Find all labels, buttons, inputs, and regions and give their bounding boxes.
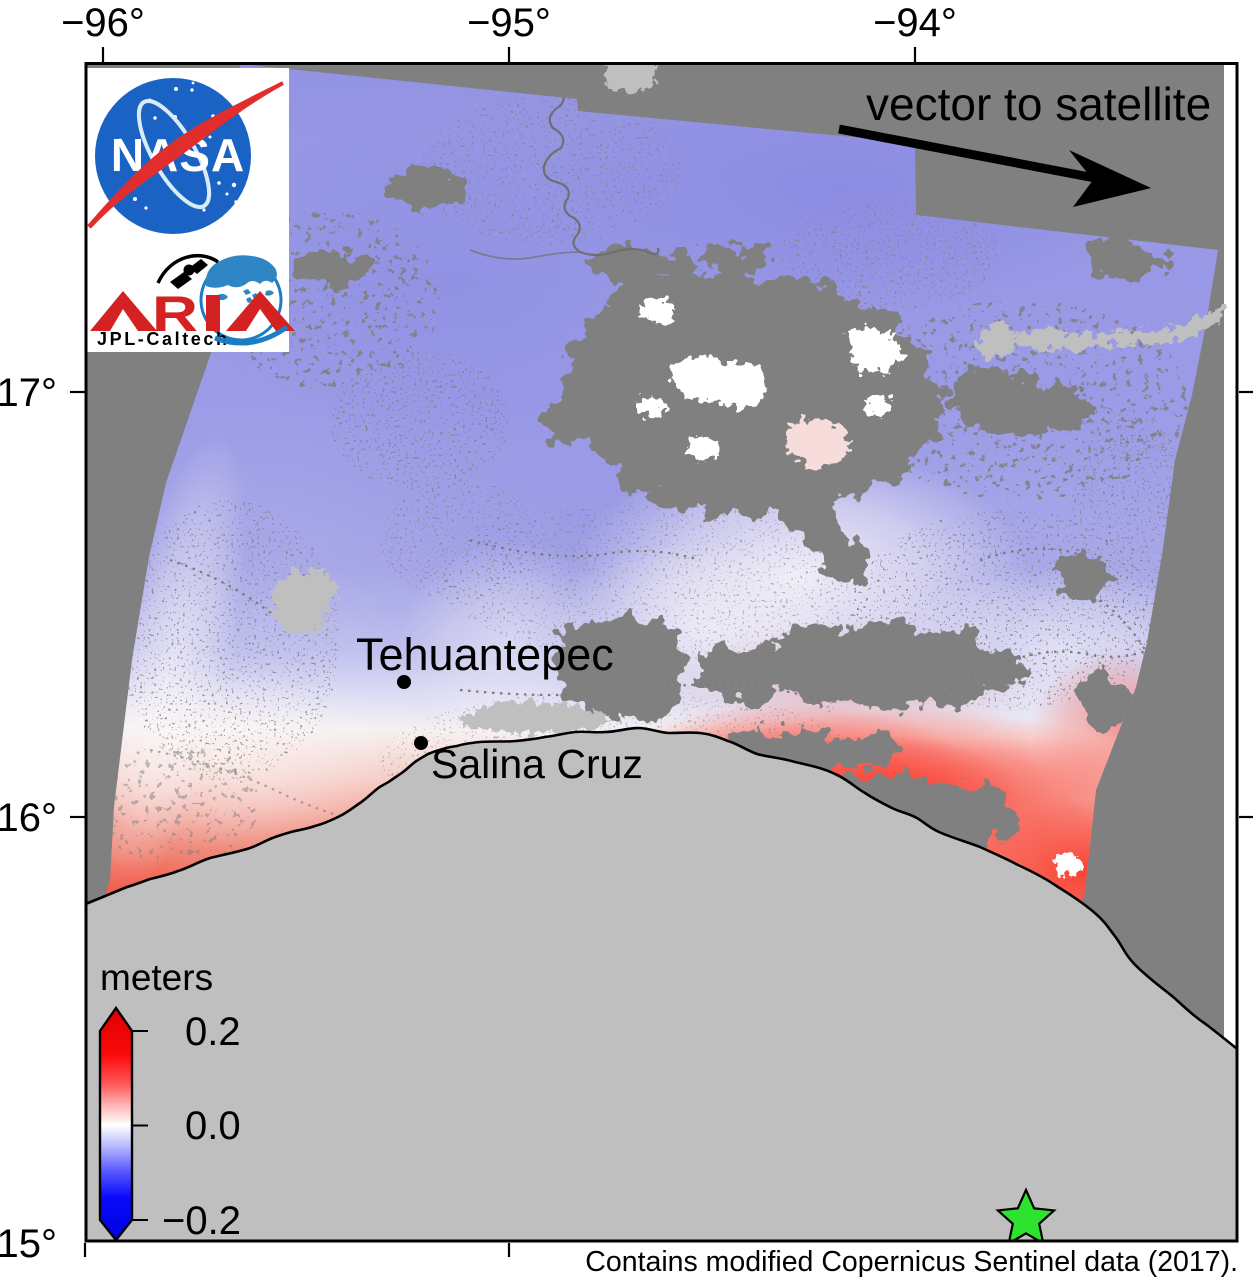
svg-text:16°: 16° (0, 796, 57, 840)
svg-text:Salina Cruz: Salina Cruz (431, 741, 643, 787)
svg-text:Contains modified Copernicus S: Contains modified Copernicus Sentinel da… (585, 1246, 1238, 1278)
svg-text:−0.2: −0.2 (162, 1199, 241, 1243)
svg-text:meters: meters (100, 957, 213, 998)
svg-text:17°: 17° (0, 371, 57, 415)
svg-text:0.0: 0.0 (185, 1104, 241, 1148)
svg-text:−95°: −95° (467, 1, 551, 45)
svg-text:15°: 15° (0, 1222, 57, 1266)
svg-text:0.2: 0.2 (185, 1010, 241, 1054)
svg-text:R: R (152, 286, 198, 342)
svg-text:−96°: −96° (61, 1, 145, 45)
svg-text:Tehuantepec: Tehuantepec (356, 629, 614, 680)
svg-text:−94°: −94° (873, 1, 957, 45)
svg-text:vector to satellite: vector to satellite (866, 78, 1211, 130)
svg-text:JPL-Caltech: JPL-Caltech (97, 329, 230, 349)
